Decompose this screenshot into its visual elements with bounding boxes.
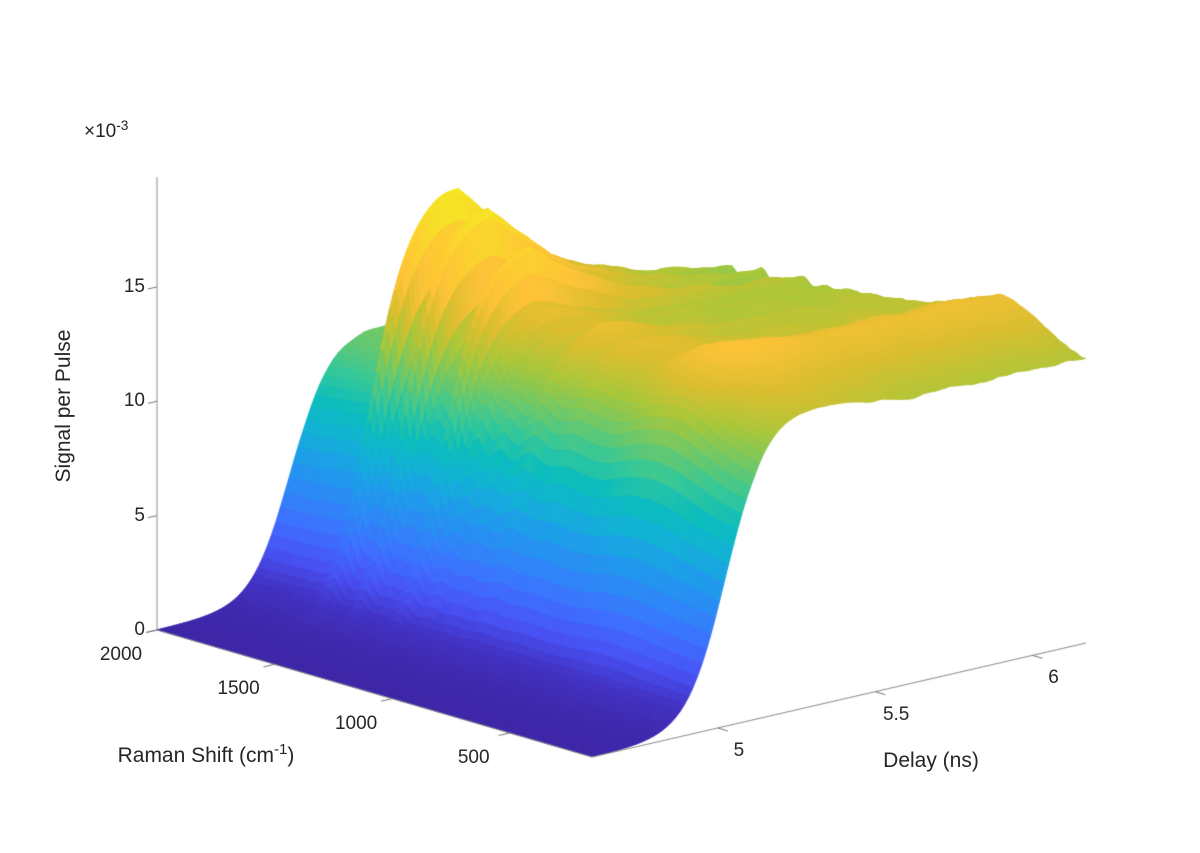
raman-tick-label-1500: 1500 bbox=[217, 678, 260, 700]
raman-axis-label-close: ) bbox=[287, 744, 295, 767]
z-axis-multiplier-exponent: -3 bbox=[116, 118, 129, 134]
raman-tick-label-1000: 1000 bbox=[334, 712, 378, 734]
z-axis-multiplier-base: ×10 bbox=[84, 121, 117, 142]
z-tick-label-10: 10 bbox=[123, 390, 145, 412]
raman-axis-label-base: Raman Shift (cm bbox=[117, 744, 274, 767]
delay-tick-label-5: 5 bbox=[733, 739, 745, 761]
z-axis-exponent-multiplier: ×10-3 bbox=[84, 118, 129, 144]
raman-axis-label-exponent: -1 bbox=[273, 741, 288, 759]
raman-shift-axis-label: Raman Shift (cm-1) bbox=[117, 741, 295, 770]
raman-tick-label-2000: 2000 bbox=[99, 644, 143, 665]
z-tick-label-5: 5 bbox=[134, 504, 145, 526]
delay-axis-label: Delay (ns) bbox=[883, 749, 979, 772]
raman-tick-label-500: 500 bbox=[457, 746, 490, 768]
z-tick-label-15: 15 bbox=[123, 275, 145, 297]
delay-tick-label-6: 6 bbox=[1048, 667, 1059, 689]
delay-tick-label-5.5: 5.5 bbox=[882, 703, 910, 725]
z-tick-label-0: 0 bbox=[134, 619, 145, 640]
